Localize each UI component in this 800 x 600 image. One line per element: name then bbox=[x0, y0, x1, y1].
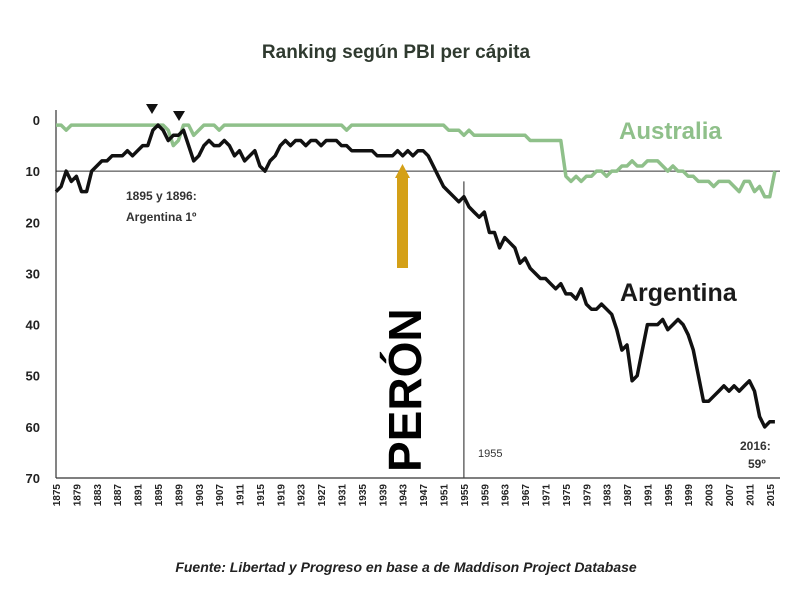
y-tick-labels: 0 10 20 30 40 50 60 70 bbox=[26, 113, 40, 486]
peron-arrow-head bbox=[395, 164, 410, 178]
x-tick-label: 1931 bbox=[338, 484, 349, 507]
x-tick-label: 1907 bbox=[215, 484, 226, 507]
series-line-argentina bbox=[54, 123, 775, 429]
peron-label: PERÓN bbox=[379, 308, 431, 472]
x-tick-label: 1943 bbox=[399, 484, 410, 507]
x-tick-label: 1995 bbox=[664, 484, 675, 507]
peron-arrow-shaft bbox=[397, 178, 408, 268]
x-tick-label: 1891 bbox=[134, 484, 145, 507]
x-tick-label: 1935 bbox=[358, 484, 369, 507]
x-tick-label: 1879 bbox=[72, 484, 83, 507]
x-tick-label: 1991 bbox=[643, 484, 654, 507]
x-tick-label: 2007 bbox=[725, 484, 736, 507]
peak-marker-1899 bbox=[173, 111, 185, 121]
x-tick-label: 1983 bbox=[603, 484, 614, 507]
x-tick-label: 1903 bbox=[195, 484, 206, 507]
annotation-peak-line2: Argentina 1º bbox=[126, 210, 197, 224]
x-tick-label: 1987 bbox=[623, 484, 634, 507]
chart-title: Ranking según PBI per cápita bbox=[262, 42, 531, 63]
x-tick-label: 1875 bbox=[52, 484, 63, 507]
x-tick-label: 1915 bbox=[256, 484, 267, 507]
x-tick-label: 1911 bbox=[236, 484, 247, 506]
x-tick-label: 1979 bbox=[582, 484, 593, 507]
x-tick-label: 1927 bbox=[317, 484, 328, 507]
x-tick-label: 1975 bbox=[562, 484, 573, 507]
x-tick-label: 1923 bbox=[297, 484, 308, 507]
x-tick-label: 2015 bbox=[766, 484, 777, 507]
y-tick-label: 60 bbox=[26, 420, 40, 435]
x-tick-label: 1959 bbox=[480, 484, 491, 507]
x-tick-label: 1951 bbox=[439, 484, 450, 507]
y-tick-label: 40 bbox=[26, 318, 40, 333]
y-tick-label: 20 bbox=[26, 215, 40, 230]
x-tick-label: 1919 bbox=[276, 484, 287, 507]
x-tick-label: 1963 bbox=[501, 484, 512, 507]
x-tick-label: 1955 bbox=[460, 484, 471, 507]
y-tick-label: 70 bbox=[26, 471, 40, 486]
x-tick-label: 1895 bbox=[154, 484, 165, 507]
annotation-2016-line1: 2016: bbox=[740, 439, 771, 453]
x-tick-label: 2011 bbox=[745, 484, 756, 506]
x-tick-label: 1899 bbox=[174, 484, 185, 507]
x-tick-label: 1887 bbox=[113, 484, 124, 507]
annotation-2016-line2: 59º bbox=[748, 457, 766, 471]
x-tick-label: 1883 bbox=[93, 484, 104, 507]
y-tick-label: 0 bbox=[33, 113, 40, 128]
series-label-australia: Australia bbox=[619, 118, 722, 145]
y-tick-label: 30 bbox=[26, 266, 40, 281]
x-tick-label: 1971 bbox=[541, 484, 552, 507]
y-tick-label: 10 bbox=[26, 164, 40, 179]
source-note: Fuente: Libertad y Progreso en base a de… bbox=[175, 559, 637, 575]
y-tick-label: 50 bbox=[26, 369, 40, 384]
annotation-1955: 1955 bbox=[478, 448, 502, 460]
series-line-australia bbox=[56, 123, 777, 199]
x-tick-label: 1967 bbox=[521, 484, 532, 507]
x-tick-label: 1939 bbox=[378, 484, 389, 507]
x-tick-label: 2003 bbox=[705, 484, 716, 507]
annotation-peak-line1: 1895 y 1896: bbox=[126, 189, 197, 203]
peak-marker-1895 bbox=[146, 104, 158, 114]
x-tick-label: 1947 bbox=[419, 484, 430, 507]
x-tick-label: 1999 bbox=[684, 484, 695, 507]
series-label-argentina: Argentina bbox=[620, 279, 738, 307]
x-tick-labels: 1875 1879 1883 1887 1891 1895 1899 1903 1907 1911… bbox=[52, 484, 777, 507]
